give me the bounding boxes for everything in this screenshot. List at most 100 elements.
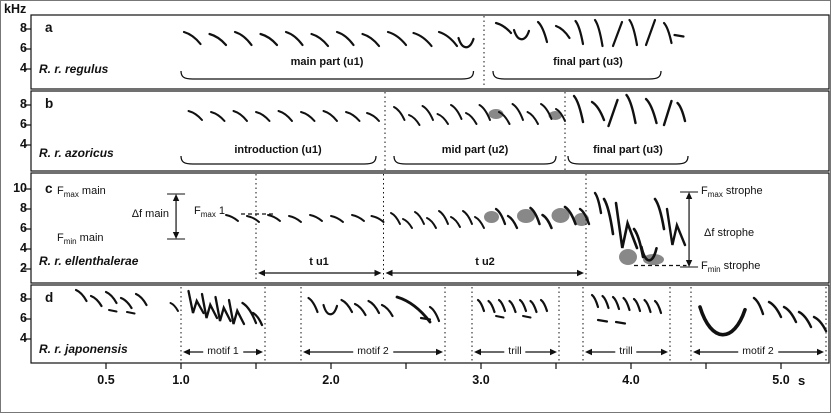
motif-arrow-head <box>693 348 700 356</box>
label-sub: min <box>707 265 721 275</box>
y-tick-label: 6 <box>20 41 27 55</box>
species-label-ellenthalerae: R. r. ellenthalerae <box>39 254 139 268</box>
spectrogram-mark <box>345 111 361 122</box>
label-text: strophe <box>714 227 755 239</box>
spectrogram-mark <box>419 316 432 321</box>
label-text: Δf <box>704 227 715 239</box>
spectrogram-mark <box>644 97 658 125</box>
spectrogram-mark <box>361 32 381 48</box>
delta-f-strophe-arrow-head <box>685 192 693 199</box>
spectrogram-mark <box>494 207 507 226</box>
trill-1-label: trill <box>504 345 526 357</box>
spectrogram-mark <box>607 98 619 128</box>
panel-d-border <box>30 284 830 364</box>
spectrogram-mark <box>653 197 666 231</box>
spectrogram-mark <box>251 311 264 327</box>
label-text: main <box>78 185 106 197</box>
spectrogram-mark <box>602 197 615 236</box>
panel-letter-b: b <box>45 96 54 111</box>
spectrogram-mark <box>476 298 486 313</box>
label-text: main <box>76 232 104 244</box>
spectrogram-mark <box>676 101 687 123</box>
spectrogram-mark <box>487 299 496 314</box>
spectrogram-mark <box>370 215 385 223</box>
spectrogram-mark <box>322 303 339 316</box>
spectrogram-mark <box>300 111 316 122</box>
spectrogram-mark <box>309 214 323 222</box>
fmax-strophe-label: Fmax strophe <box>701 185 763 199</box>
spectrogram-mark <box>108 309 118 313</box>
label-text: F <box>57 185 64 197</box>
spectrogram-mark <box>596 318 609 323</box>
spectrogram-mark <box>632 297 642 313</box>
motif-arrow-head <box>817 348 824 356</box>
spectrogram-mark <box>539 298 549 313</box>
spectrogram-mark <box>307 296 319 314</box>
section-brace <box>393 155 557 165</box>
spectrogram-mark <box>498 111 511 125</box>
spectrogram-mark <box>437 30 459 48</box>
spectrogram-mark <box>408 114 421 126</box>
x-tick-label: 2.0 <box>322 373 340 387</box>
delta-f-strophe-arrow-head <box>685 260 693 267</box>
panel-letter-a: a <box>45 20 53 35</box>
spectrogram-mark <box>590 293 600 309</box>
spectrogram-mark <box>233 30 253 47</box>
section-label-mid-part: mid part (u2) <box>441 144 509 156</box>
spectrogram-mark <box>541 213 553 230</box>
label-text: 1 <box>215 205 226 217</box>
label-sub: min <box>63 237 77 247</box>
spectrogram-mark <box>665 207 687 247</box>
fmin-strophe-label: Fmin strophe <box>701 260 760 274</box>
spectrogram-mark <box>367 299 381 315</box>
spectrogram-mark <box>812 315 828 333</box>
spectrogram-mark <box>267 214 281 222</box>
spectrogram-noise-blob <box>619 249 637 265</box>
spectrogram-mark <box>622 296 631 312</box>
x-axis-unit-label: s <box>798 373 806 388</box>
y-tick-label: 4 <box>20 61 27 75</box>
spectrogram-mark <box>536 20 549 44</box>
spectrogram-mark <box>412 31 433 48</box>
label-text: strophe <box>722 185 763 197</box>
motif-2b-label: motif 2 <box>738 345 778 357</box>
spectrogram-mark <box>89 294 103 308</box>
y-tick-label: 6 <box>20 117 27 131</box>
spectrogram-mark <box>593 191 603 215</box>
motif-arrow-head <box>474 348 481 356</box>
spectrogram-mark <box>450 216 461 228</box>
spectrogram-mark <box>628 18 639 47</box>
spectrogram-mark <box>390 212 401 225</box>
x-tick-label: 0.5 <box>97 373 115 387</box>
spectrogram-mark <box>508 299 517 314</box>
spectrogram-mark <box>210 111 226 122</box>
y-tick-label: 6 <box>20 311 27 325</box>
spectrogram-mark <box>512 28 531 41</box>
spectrogram-mark <box>393 106 406 121</box>
spectrogram-mark <box>335 30 355 47</box>
spectrogram-mark <box>340 298 354 314</box>
section-label-final-part-b: final part (u3) <box>593 144 663 156</box>
label-text: strophe <box>720 260 761 272</box>
time-arrow-head <box>385 269 393 277</box>
spectrogram-mark <box>187 110 203 121</box>
panel-a-border <box>30 14 830 90</box>
spectrogram-mark <box>662 99 673 127</box>
motif-arrow-head <box>183 348 190 356</box>
spectrogram-mark <box>529 299 538 314</box>
spectrogram-mark <box>614 320 627 325</box>
fmin-main-label: Fmin main <box>57 232 104 246</box>
y-tick-label: 4 <box>20 331 27 345</box>
spectrogram-mark <box>522 315 532 319</box>
spectrogram-mark <box>590 100 606 122</box>
spectrogram-mark <box>104 290 118 305</box>
panel-letter-d: d <box>45 290 54 305</box>
spectrogram-mark <box>782 305 798 324</box>
spectrogram-noise-blob <box>548 111 562 120</box>
spectrogram-mark <box>277 110 293 122</box>
motif-2-label: motif 2 <box>353 345 393 357</box>
x-tick-label: 5.0 <box>772 373 790 387</box>
spectrogram-mark <box>200 292 219 320</box>
delta-f-main-label: Δf main <box>109 208 169 222</box>
label-sub: max <box>200 210 216 220</box>
